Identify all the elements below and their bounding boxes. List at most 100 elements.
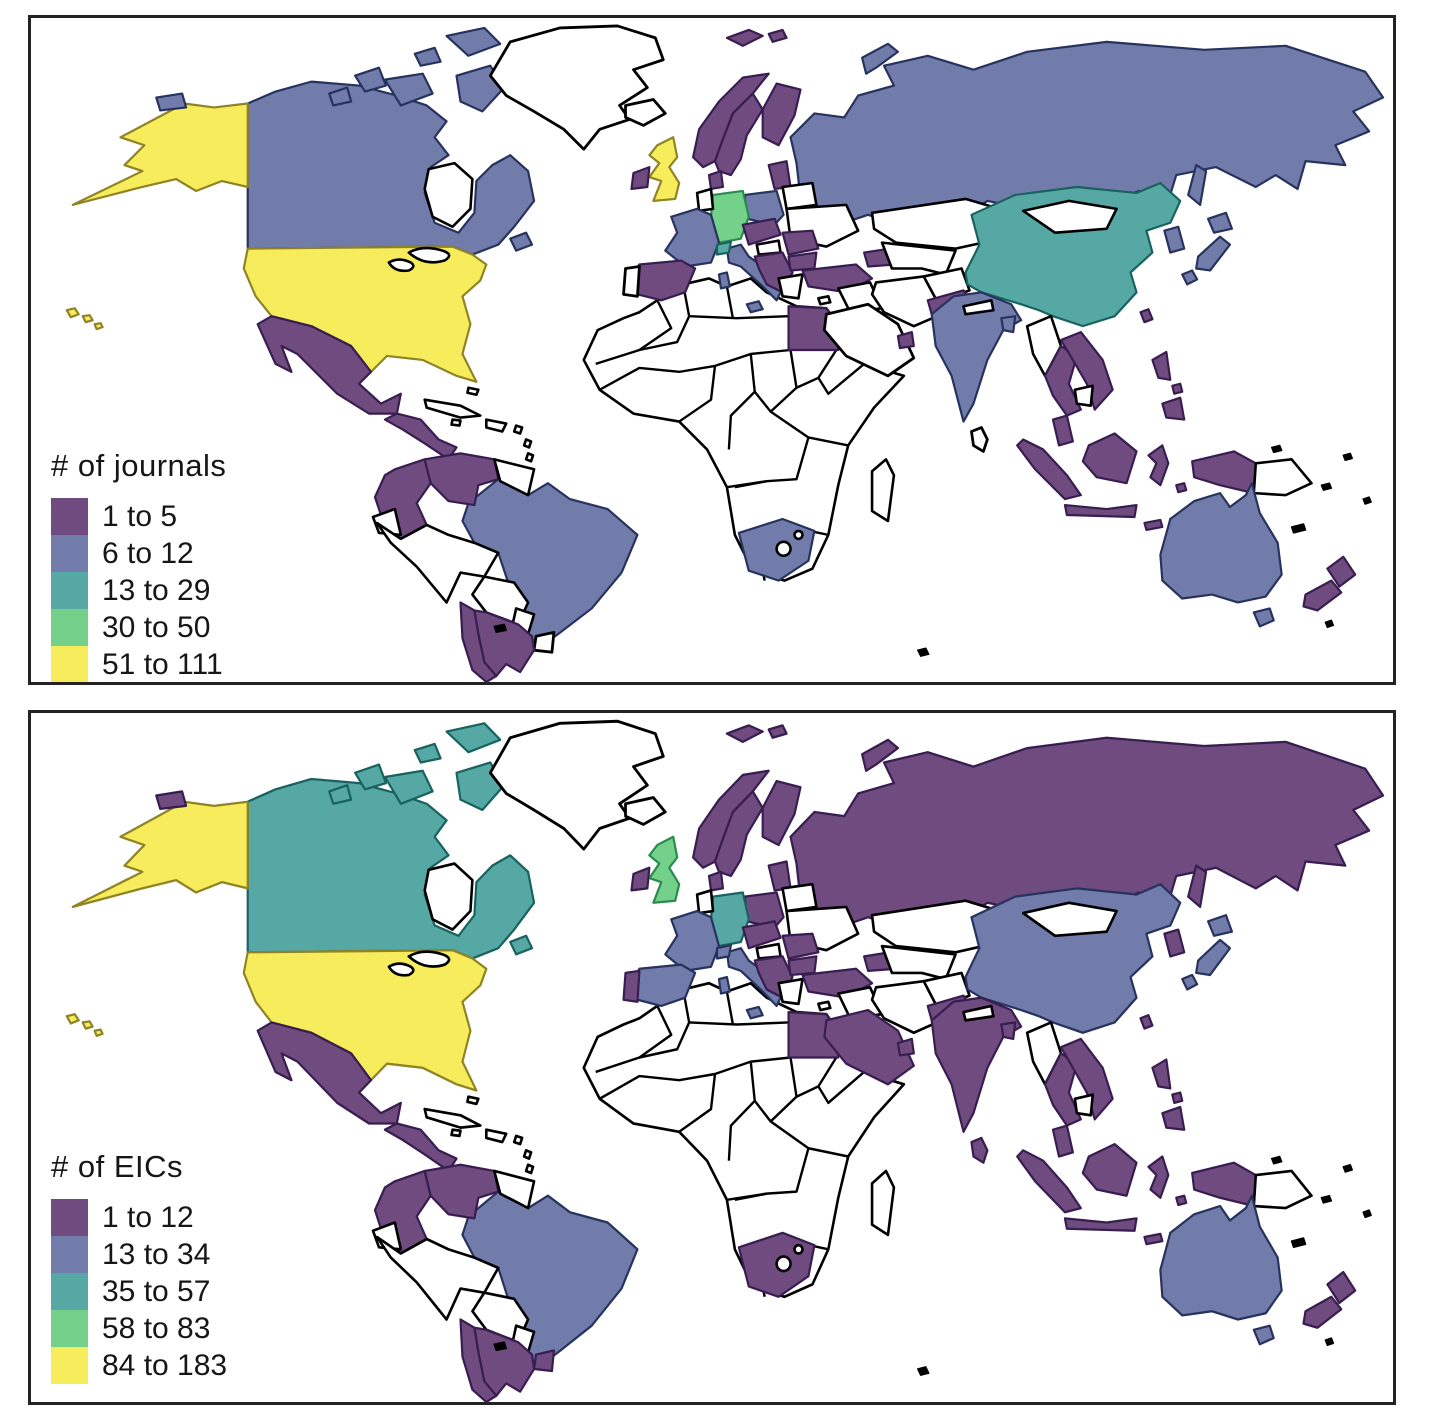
legend-label: 13 to 34: [102, 1238, 211, 1271]
greenland: [488, 719, 665, 851]
legend-label: 30 to 50: [102, 611, 211, 644]
hudson-bay: [423, 161, 474, 229]
great-lakes: [387, 258, 415, 273]
africa-borders: [639, 989, 691, 1059]
bangladesh: [1000, 315, 1017, 334]
newguinea-east: [1252, 458, 1313, 497]
chile: [459, 601, 498, 682]
legend-swatch: [51, 646, 88, 682]
africa-borders: [689, 315, 789, 320]
africa-borders: [817, 362, 865, 395]
pacific-ink: [1270, 444, 1283, 454]
chile: [459, 1318, 498, 1402]
world-map-eics: [65, 719, 1385, 1402]
cyprus: [817, 1000, 832, 1012]
pacific-ink: [1320, 482, 1333, 491]
legend-title: # of journals: [51, 448, 227, 483]
caribbean: [524, 1163, 535, 1175]
iceland: [624, 98, 667, 127]
alaska-island: [155, 790, 188, 811]
italy: [717, 975, 731, 995]
uae: [896, 1037, 915, 1057]
caribbean: [466, 1095, 480, 1106]
africa-borders: [753, 349, 798, 413]
journals-map-panel: # of journals 1 to 5 6 to 12 13 to 29 30…: [28, 15, 1396, 685]
caribbean: [522, 1148, 533, 1160]
legend-swatch: [51, 572, 88, 609]
arctic-islands: [328, 86, 353, 107]
legend-swatch: [51, 1199, 88, 1236]
saudi: [823, 1008, 915, 1086]
caribbean: [512, 424, 524, 435]
newguinea-west: [1191, 1161, 1257, 1208]
bangladesh: [1000, 1021, 1017, 1041]
baltics: [767, 860, 792, 892]
pacific-ink: [1290, 1237, 1307, 1249]
eics-map-panel: # of EICs 1 to 12 13 to 34 35 to 57 58 t…: [28, 710, 1396, 1405]
legend-swatch: [51, 1310, 88, 1347]
centralasia: [880, 944, 957, 981]
legend-label: 1 to 12: [102, 1201, 194, 1234]
legend-item: 13 to 34: [51, 1236, 227, 1273]
legend-label: 35 to 57: [102, 1275, 211, 1308]
korea: [1163, 928, 1186, 958]
hawaii: [81, 314, 94, 324]
italy: [717, 271, 731, 290]
japan: [1195, 938, 1232, 977]
caribbean: [423, 398, 482, 419]
africa-borders: [726, 1192, 767, 1202]
caribbean: [522, 438, 533, 449]
bulgaria: [787, 955, 818, 977]
novaya-zemlya: [861, 42, 900, 75]
africa-borders: [727, 1061, 756, 1161]
switzerland: [715, 943, 732, 960]
africa-borders: [599, 1056, 791, 1100]
finland: [761, 82, 802, 147]
great-lakes: [407, 246, 451, 264]
sakhalin: [1187, 864, 1208, 909]
legend-item: 30 to 50: [51, 609, 226, 646]
africa-borders: [639, 284, 691, 352]
benelux: [695, 889, 715, 915]
legend-swatch: [51, 609, 88, 646]
legend-item: 84 to 183: [51, 1347, 227, 1384]
lesser-sunda: [1143, 518, 1164, 532]
lesotho: [775, 540, 792, 558]
cambodia: [1073, 384, 1095, 407]
legend-item: 58 to 83: [51, 1310, 227, 1347]
sulawesi: [1147, 1155, 1170, 1199]
centram: [383, 1122, 458, 1173]
philippines: [1151, 350, 1172, 381]
canada: [246, 777, 536, 960]
caribbean: [512, 1134, 524, 1146]
canada: [246, 80, 536, 256]
sumatra: [1016, 1149, 1082, 1214]
nz: [1302, 1295, 1343, 1329]
africa-borders: [595, 299, 673, 366]
legend-item: 35 to 57: [51, 1273, 227, 1310]
tasmania: [1252, 1324, 1275, 1346]
caribbean: [450, 1128, 462, 1138]
uae: [896, 331, 915, 350]
arctic-islands: [328, 784, 353, 805]
caribbean: [466, 386, 480, 397]
caribbean: [485, 418, 508, 433]
japan: [1181, 973, 1199, 991]
peru: [375, 1235, 500, 1321]
africa-borders: [725, 991, 735, 1025]
italy: [745, 1005, 764, 1020]
nz: [1326, 1270, 1357, 1305]
borneo: [1081, 1143, 1138, 1197]
philippines: [1161, 396, 1186, 421]
hawaii: [93, 322, 104, 331]
arctic-islands: [354, 66, 388, 93]
nz: [1326, 555, 1357, 588]
svalbard: [725, 724, 764, 744]
legend-item: 13 to 29: [51, 572, 226, 609]
saudi: [822, 302, 916, 378]
pacific-ink: [1362, 496, 1372, 505]
cyprus: [817, 295, 832, 306]
pacific-ink: [1342, 1163, 1353, 1173]
legend-swatch: [51, 1236, 88, 1273]
venezuela: [423, 452, 500, 507]
